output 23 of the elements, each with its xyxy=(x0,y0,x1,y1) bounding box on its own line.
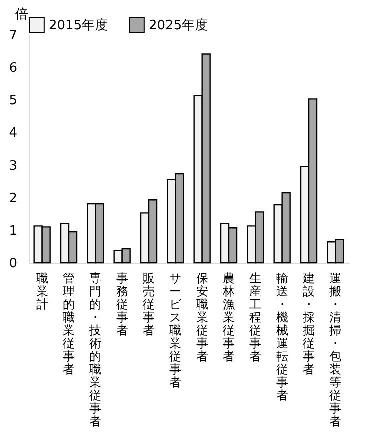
x-tick-label: 管理的職業従事者 xyxy=(63,272,75,376)
x-tick-label: 職業計 xyxy=(36,272,48,312)
category-label: 専門的・技術的職業従事者 xyxy=(90,272,102,428)
category-label: 運搬・清掃・包装等従事者 xyxy=(330,272,342,428)
y-tick-label: 6 xyxy=(9,61,18,76)
y-tick-label: 3 xyxy=(9,158,18,174)
legend-label: 2015年度 xyxy=(49,17,108,34)
x-tick-label: 販売従事者 xyxy=(143,272,155,338)
category-label: サービス職業従事者 xyxy=(170,272,182,390)
category-label: 輸送・機械運転従事者 xyxy=(276,272,288,402)
x-tick-label: 農林漁業従事者 xyxy=(222,272,235,364)
y-tick-label: 4 xyxy=(9,126,18,142)
legend-label: 2025年度 xyxy=(149,17,208,34)
x-tick-label: 保安職業従事者 xyxy=(196,272,208,364)
y-tick-label: 7 xyxy=(9,28,18,44)
y-tick-label: 1 xyxy=(9,224,18,239)
x-tick-label: 事務従事者 xyxy=(116,272,128,338)
y-axis-title: 倍 xyxy=(16,8,28,22)
y-tick-label: 0 xyxy=(9,256,18,272)
x-tick-label: 生産工程従事者 xyxy=(250,272,262,364)
y-tick-label: 2 xyxy=(9,191,18,206)
y-tick-label: 5 xyxy=(9,94,18,109)
x-tick-label: 建設・採掘従事者 xyxy=(302,272,315,376)
